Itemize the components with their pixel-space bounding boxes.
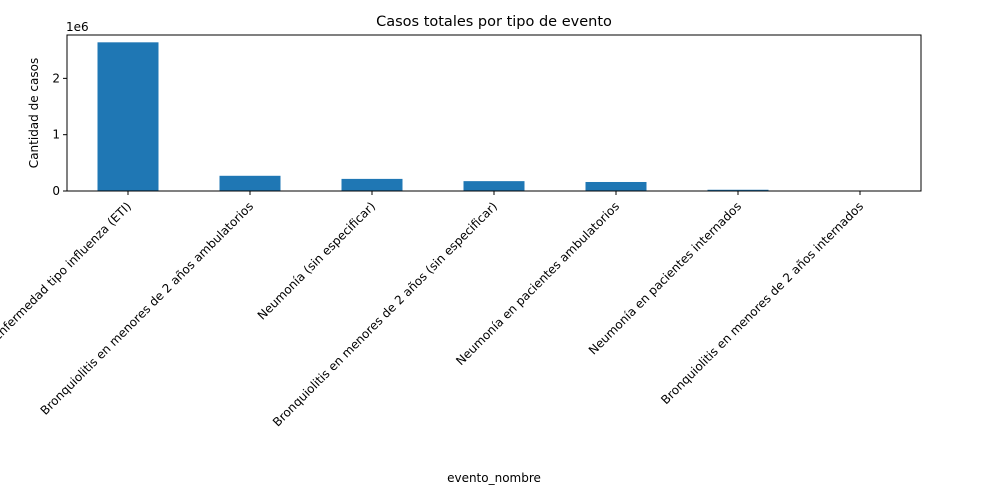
x-axis: Enfermedad tipo influenza (ETI)Bronquiol… [0, 191, 866, 429]
x-tick-label: Neumonía (sin especificar) [255, 199, 378, 322]
plot-frame [66, 34, 922, 192]
x-tick-label: Bronquiolitis en menores de 2 años inter… [658, 199, 866, 407]
y-tick-label: 2 [52, 71, 60, 85]
x-tick-label: Bronquiolitis en menores de 2 años (sin … [270, 199, 500, 429]
y-offset-label: 1e6 [66, 20, 89, 34]
bar [97, 42, 159, 191]
bar [219, 175, 281, 191]
y-axis-label: Cantidad de casos [27, 58, 41, 168]
x-axis-label: evento_nombre [447, 471, 541, 485]
y-tick-label: 1 [52, 128, 60, 142]
bar [463, 181, 525, 191]
chart-title: Casos totales por tipo de evento [376, 14, 612, 30]
bar [341, 178, 403, 191]
bar [707, 189, 769, 191]
x-tick-label: Bronquiolitis en menores de 2 años ambul… [38, 199, 256, 417]
x-tick-label: Enfermedad tipo influenza (ETI) [0, 199, 134, 343]
bar [585, 181, 647, 191]
bars-group [97, 42, 891, 191]
y-tick-label: 0 [52, 184, 60, 198]
y-axis: 0 1 2 [52, 71, 67, 198]
